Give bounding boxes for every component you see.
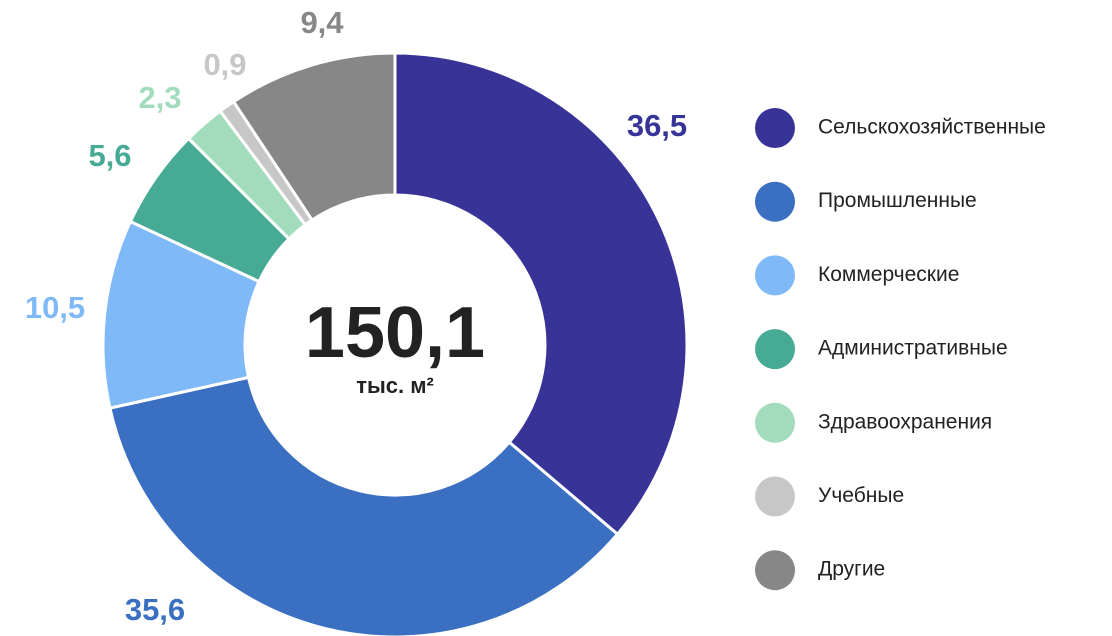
donut-slice — [186, 109, 308, 242]
legend-swatch — [755, 329, 795, 370]
value-label: 35,6 — [125, 592, 185, 627]
legend-swatch — [755, 476, 795, 517]
legend-swatch — [755, 402, 795, 443]
center-unit: тыс. м² — [356, 373, 434, 398]
donut-slice — [393, 51, 689, 537]
value-label: 36,5 — [627, 108, 687, 143]
legend-label: Административные — [818, 337, 1008, 360]
donut-slice — [101, 219, 262, 410]
value-label: 0,9 — [203, 47, 246, 82]
legend-swatch — [755, 255, 795, 296]
legend-swatch — [755, 181, 795, 222]
legend-swatch — [755, 550, 795, 591]
value-label: 9,4 — [300, 5, 344, 40]
value-label: 10,5 — [25, 290, 85, 325]
legend-label: Здравоохранения — [818, 410, 992, 433]
legend-label: Промышленные — [818, 189, 977, 212]
legend-label: Сельскохозяйственные — [818, 116, 1046, 139]
donut-slice — [128, 136, 292, 284]
value-label: 5,6 — [88, 138, 131, 173]
legend-label: Учебные — [818, 484, 904, 507]
legend-label: Другие — [818, 558, 885, 581]
legend-swatch — [755, 108, 795, 148]
donut-slice — [108, 375, 620, 636]
legend-label: Коммерческие — [818, 263, 959, 286]
center-total: 150,1 — [305, 293, 485, 373]
value-label: 2,3 — [138, 80, 181, 115]
